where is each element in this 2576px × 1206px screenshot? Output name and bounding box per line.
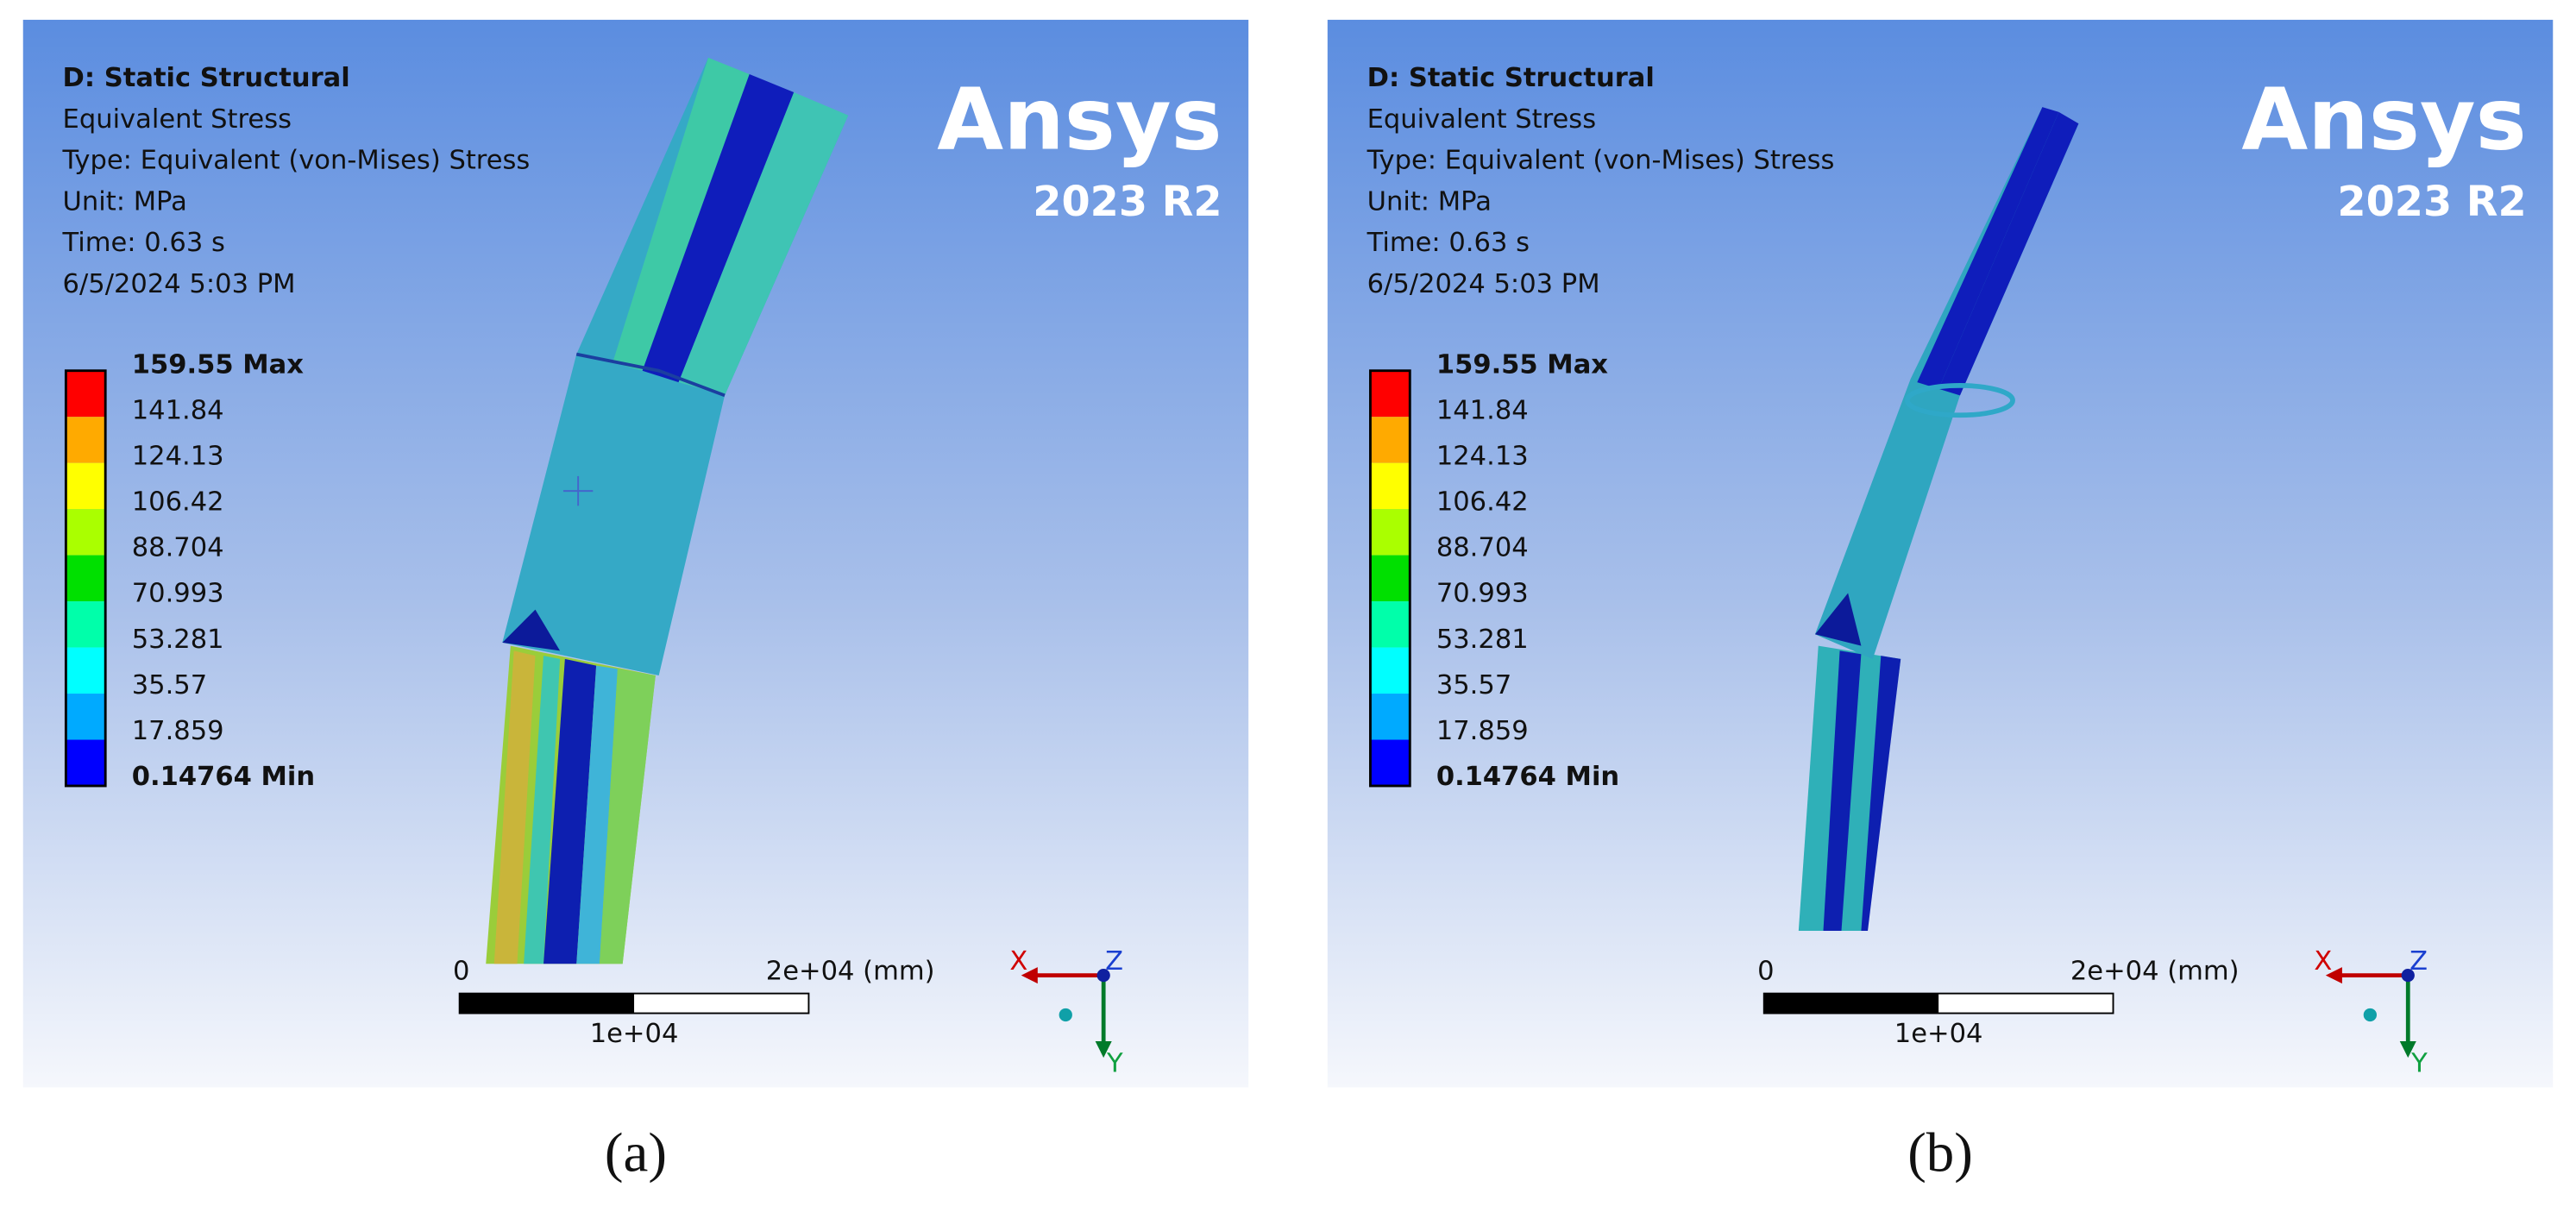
legend-label: 124.13 — [1436, 442, 1529, 472]
legend-label: 53.281 — [1436, 625, 1529, 655]
scale-mid: 1e+04 — [590, 1019, 679, 1049]
scale-start: 0 — [1757, 956, 1774, 986]
triad-origin — [2401, 968, 2415, 983]
legend-swatch — [1370, 509, 1411, 556]
legend-swatch — [1370, 694, 1411, 740]
triad-dot — [1059, 1008, 1072, 1022]
legend-swatch — [1370, 370, 1411, 418]
legend-label: 106.42 — [132, 487, 224, 518]
legend-label: 88.704 — [132, 533, 224, 563]
legend-label: 141.84 — [1436, 396, 1529, 426]
legend-swatch — [66, 739, 106, 786]
viewport-background — [1327, 19, 2554, 1088]
legend-min: 0.14764 Min — [132, 762, 315, 792]
triad-origin — [1096, 968, 1110, 983]
scale-start: 0 — [453, 956, 469, 986]
header-line: Type: Equivalent (von-Mises) Stress — [62, 146, 531, 176]
legend-swatch — [1370, 739, 1411, 786]
legend-label: 70.993 — [1436, 579, 1529, 609]
legend-label: 17.859 — [1436, 716, 1529, 746]
scale-end: 2e+04 (mm) — [2070, 956, 2240, 986]
model-pipe — [486, 57, 849, 964]
legend-swatch — [66, 370, 106, 418]
header-line: 6/5/2024 5:03 PM — [1367, 269, 1600, 299]
legend-swatch — [66, 462, 106, 510]
logo-version: 2023 R2 — [2337, 179, 2526, 226]
legend-swatch — [1370, 462, 1411, 510]
triad-x-head — [1021, 967, 1038, 984]
scale-mid: 1e+04 — [1894, 1019, 1983, 1049]
scale-bar-fill — [1763, 993, 1939, 1014]
legend-label: 141.84 — [132, 396, 224, 426]
legend-label: 106.42 — [1436, 487, 1529, 518]
legend-label: 17.859 — [132, 716, 224, 746]
caption: (a) — [605, 1122, 667, 1184]
legend-swatch — [66, 417, 106, 463]
header-line: Time: 0.63 s — [1367, 228, 1530, 258]
legend-max: 159.55 Max — [1436, 349, 1608, 380]
triad-y-label: Y — [2410, 1048, 2428, 1078]
header-title: D: Static Structural — [63, 63, 350, 93]
legend-border — [1369, 369, 1411, 788]
legend-swatch — [1370, 417, 1411, 463]
header-line: Equivalent Stress — [63, 104, 292, 135]
legend-label: 88.704 — [1436, 533, 1529, 563]
logo-name: Ansys — [937, 70, 1222, 169]
triad-x-head — [2325, 967, 2342, 984]
legend-swatch — [66, 647, 106, 694]
triad-z-label: Z — [2410, 946, 2428, 977]
scale-bar-fill — [459, 993, 635, 1014]
header-line: Type: Equivalent (von-Mises) Stress — [1367, 146, 1835, 176]
viewport-b: D: Static Structural Equivalent Stress Typ… — [1327, 19, 2554, 1184]
logo-version: 2023 R2 — [1033, 179, 1222, 226]
legend-border — [64, 369, 107, 788]
logo-name: Ansys — [2241, 70, 2526, 169]
caption: (b) — [1907, 1122, 1973, 1184]
header-line: Time: 0.63 s — [62, 228, 225, 258]
triad-y-label: Y — [1106, 1048, 1123, 1078]
legend-min: 0.14764 Min — [1436, 762, 1619, 792]
legend-swatch — [1370, 555, 1411, 602]
triad-x-label: X — [2314, 946, 2332, 977]
legend-label: 70.993 — [132, 579, 224, 609]
header-line: Unit: MPa — [63, 186, 187, 217]
model-pipe — [1798, 107, 2079, 932]
header-line: 6/5/2024 5:03 PM — [63, 269, 296, 299]
triad-y-head — [2399, 1041, 2416, 1058]
legend-swatch — [1370, 647, 1411, 694]
scale-end: 2e+04 (mm) — [766, 956, 935, 986]
legend-swatch — [66, 509, 106, 556]
triad-y-head — [1095, 1041, 1112, 1058]
legend-max: 159.55 Max — [132, 349, 304, 380]
legend-swatch — [66, 694, 106, 740]
triad-dot — [2363, 1008, 2377, 1022]
legend-swatch — [1370, 601, 1411, 648]
legend-label: 124.13 — [132, 442, 224, 472]
header-line: Equivalent Stress — [1367, 104, 1597, 135]
viewport-a: D: Static Structural Equivalent Stress Typ… — [22, 19, 1249, 1184]
legend-label: 35.57 — [132, 670, 207, 700]
legend-label: 35.57 — [1436, 670, 1511, 700]
triad-z-label: Z — [1105, 946, 1123, 977]
triad-x-label: X — [1009, 946, 1027, 977]
header-line: Unit: MPa — [1367, 186, 1492, 217]
legend-label: 53.281 — [132, 625, 224, 655]
legend-swatch — [66, 555, 106, 602]
header-title: D: Static Structural — [1367, 63, 1655, 93]
legend-swatch — [66, 601, 106, 648]
